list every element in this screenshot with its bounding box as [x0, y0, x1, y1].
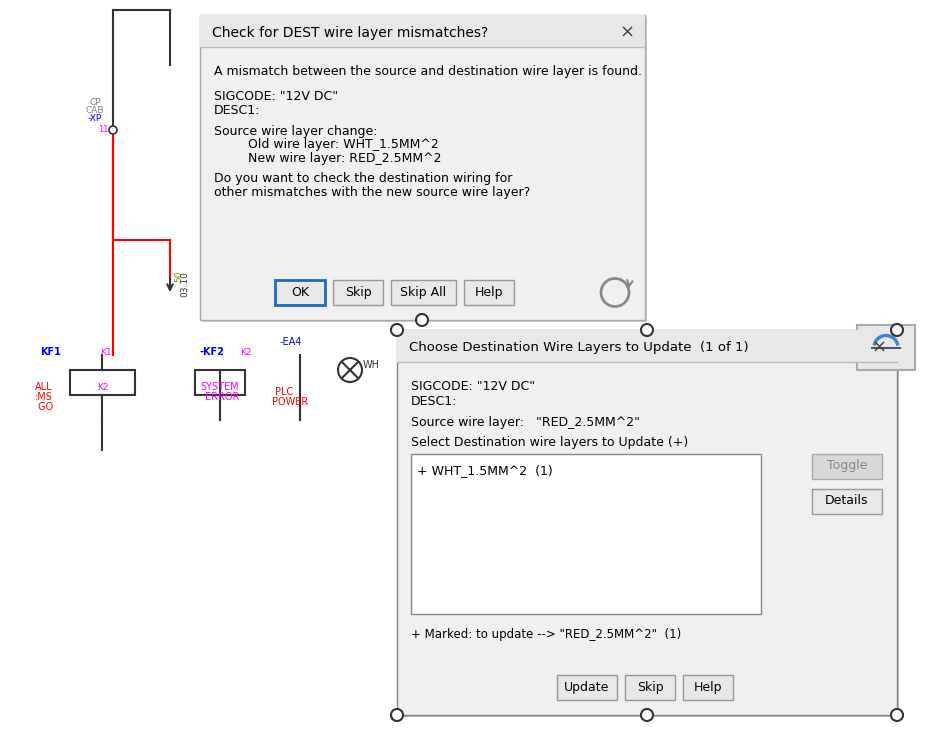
Text: + Marked: to update --> "RED_2.5MM^2"  (1): + Marked: to update --> "RED_2.5MM^2" (1…	[411, 628, 681, 641]
FancyBboxPatch shape	[857, 325, 915, 370]
Text: DESC1:: DESC1:	[411, 395, 457, 409]
Text: SYSTEM: SYSTEM	[200, 382, 238, 392]
Text: Source wire layer change:: Source wire layer change:	[214, 124, 377, 137]
Text: Skip: Skip	[344, 286, 371, 299]
Text: -KF2: -KF2	[200, 347, 225, 357]
Circle shape	[891, 709, 903, 721]
Text: + WHT_1.5MM^2  (1): + WHT_1.5MM^2 (1)	[417, 464, 553, 477]
FancyBboxPatch shape	[275, 280, 325, 305]
Text: A mismatch between the source and destination wire layer is found.: A mismatch between the source and destin…	[214, 65, 642, 78]
Circle shape	[416, 314, 428, 326]
FancyBboxPatch shape	[557, 675, 617, 700]
Text: Details: Details	[825, 495, 869, 507]
Circle shape	[338, 358, 362, 382]
Text: OK: OK	[291, 286, 309, 299]
Text: Select Destination wire layers to Update (+): Select Destination wire layers to Update…	[411, 436, 688, 449]
Text: 03.10: 03.10	[180, 271, 189, 297]
Text: CP: CP	[89, 98, 101, 107]
Text: 50: 50	[174, 271, 183, 282]
Text: GO: GO	[35, 402, 53, 412]
Text: :MS: :MS	[35, 392, 53, 402]
FancyBboxPatch shape	[812, 454, 882, 479]
FancyBboxPatch shape	[397, 330, 897, 715]
Text: POWER: POWER	[272, 397, 308, 407]
Circle shape	[391, 709, 403, 721]
FancyBboxPatch shape	[411, 454, 761, 614]
Text: WH: WH	[363, 360, 380, 370]
Text: Skip: Skip	[637, 681, 663, 694]
Text: -EA4: -EA4	[280, 337, 303, 347]
Text: Choose Destination Wire Layers to Update  (1 of 1): Choose Destination Wire Layers to Update…	[409, 342, 749, 354]
Text: PLC: PLC	[275, 387, 293, 397]
Text: ×: ×	[619, 24, 635, 42]
Circle shape	[391, 324, 403, 336]
Text: Help: Help	[475, 286, 504, 299]
Text: Toggle: Toggle	[827, 459, 868, 472]
Circle shape	[891, 324, 903, 336]
Circle shape	[641, 324, 653, 336]
Text: SIGCODE: "12V DC": SIGCODE: "12V DC"	[411, 380, 535, 393]
Text: K2: K2	[240, 348, 251, 357]
Text: ×: ×	[871, 339, 886, 357]
FancyBboxPatch shape	[397, 330, 897, 362]
Text: Old wire layer: WHT_1.5MM^2: Old wire layer: WHT_1.5MM^2	[232, 138, 439, 151]
FancyBboxPatch shape	[464, 280, 514, 305]
Text: K1: K1	[100, 348, 112, 357]
FancyBboxPatch shape	[625, 675, 675, 700]
Text: New wire layer: RED_2.5MM^2: New wire layer: RED_2.5MM^2	[232, 152, 441, 164]
Text: ALL: ALL	[35, 382, 53, 392]
Bar	[70, 370, 135, 395]
Text: CAB: CAB	[86, 106, 104, 115]
Circle shape	[109, 126, 117, 134]
Text: Do you want to check the destination wiring for: Do you want to check the destination wir…	[214, 172, 512, 185]
Text: SIGCODE: "12V DC": SIGCODE: "12V DC"	[214, 90, 338, 103]
Text: ERROR: ERROR	[205, 392, 239, 402]
Text: Skip All: Skip All	[400, 286, 447, 299]
FancyBboxPatch shape	[200, 15, 645, 320]
Text: 11: 11	[98, 125, 108, 134]
FancyBboxPatch shape	[812, 489, 882, 513]
Bar	[195, 370, 245, 395]
Text: Update: Update	[564, 681, 610, 694]
Circle shape	[641, 709, 653, 721]
Text: K2: K2	[97, 383, 109, 392]
Text: Help: Help	[694, 681, 722, 694]
FancyBboxPatch shape	[202, 17, 647, 322]
FancyBboxPatch shape	[399, 332, 899, 717]
Text: DESC1:: DESC1:	[214, 104, 261, 117]
FancyBboxPatch shape	[683, 675, 733, 700]
Text: KF1: KF1	[40, 347, 61, 357]
FancyBboxPatch shape	[200, 15, 645, 47]
FancyBboxPatch shape	[333, 280, 383, 305]
Text: Source wire layer:   "RED_2.5MM^2": Source wire layer: "RED_2.5MM^2"	[411, 416, 640, 429]
Text: Check for DEST wire layer mismatches?: Check for DEST wire layer mismatches?	[212, 26, 488, 40]
FancyBboxPatch shape	[391, 280, 456, 305]
Text: -XP: -XP	[88, 114, 102, 123]
Text: other mismatches with the new source wire layer?: other mismatches with the new source wir…	[214, 185, 531, 199]
